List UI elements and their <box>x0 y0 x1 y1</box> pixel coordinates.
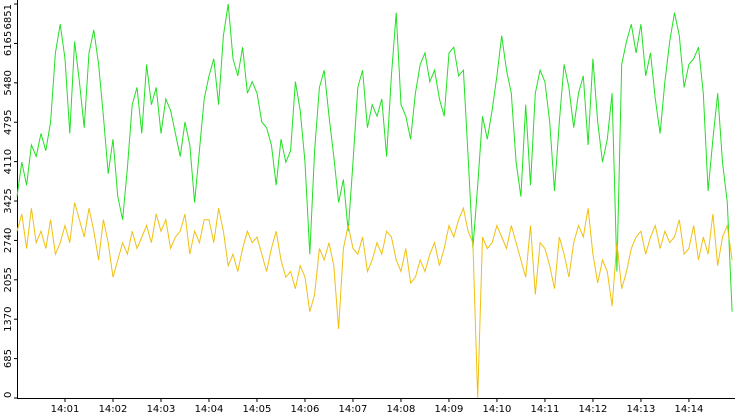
x-tick-label: 14:07 <box>339 404 368 415</box>
y-tick-label: 2055 <box>3 267 14 292</box>
x-tick-label: 14:14 <box>675 404 704 415</box>
y-tick-label: 6851 <box>3 4 14 29</box>
y-tick-label: 4110 <box>3 149 14 174</box>
x-tick-label: 14:08 <box>387 404 416 415</box>
y-tick-label: 685 <box>3 349 14 368</box>
x-tick-label: 14:10 <box>483 404 512 415</box>
x-tick-label: 14:03 <box>147 404 176 415</box>
x-tick-label: 14:12 <box>579 404 608 415</box>
x-tick-label: 14:02 <box>99 404 128 415</box>
data-line <box>16 3 733 312</box>
x-tick-label: 14:06 <box>291 404 320 415</box>
data-line <box>16 202 733 399</box>
x-tick-label: 14:05 <box>243 404 272 415</box>
y-tick-label: 2740 <box>3 228 14 253</box>
x-tick-label: 14:04 <box>195 404 224 415</box>
y-tick-label: 5480 <box>3 70 14 95</box>
x-tick-label: 14:09 <box>435 404 464 415</box>
y-tick-label: 0 <box>3 392 14 398</box>
y-tick-label: 3425 <box>3 188 14 213</box>
x-tick-label: 14:01 <box>51 404 80 415</box>
y-tick-label: 1370 <box>3 306 14 331</box>
x-tick-label: 14:11 <box>531 404 560 415</box>
x-tick-label: 14:13 <box>627 404 656 415</box>
y-tick-label: 6165 <box>3 31 14 56</box>
y-tick-label: 4795 <box>3 110 14 135</box>
